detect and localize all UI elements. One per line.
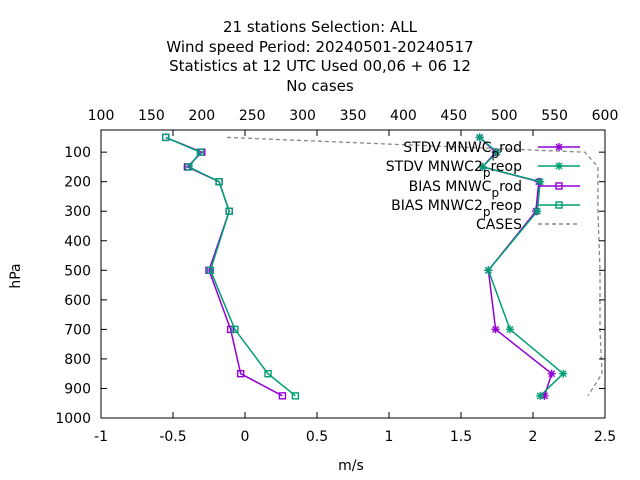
x2-tick-label: 550: [541, 108, 568, 124]
x2-tick-label: 300: [289, 108, 316, 124]
data-point: [555, 162, 563, 170]
legend-entry-3: BIAS MNWC2preop: [391, 198, 580, 219]
x2-tick-label: 150: [138, 108, 165, 124]
legend-entry-0: STDV MNWCprod: [403, 140, 580, 161]
chart-title: 21 stations Selection: ALL Wind speed Pe…: [166, 18, 473, 95]
data-point: [226, 325, 235, 334]
data-point: [484, 266, 493, 275]
data-point: [493, 148, 501, 157]
legend-label: STDV MNWCprod: [403, 140, 522, 161]
series-line: [165, 136, 283, 397]
x2-tick-label: 500: [491, 108, 518, 124]
data-point: [533, 207, 542, 216]
data-point: [555, 201, 563, 209]
x-tick-label: 1: [385, 429, 394, 445]
data-point: [536, 177, 545, 186]
axes: -1 -0.5 0 0.5 1 1.5 2 2.5 100 150 200 250 300 350 400 4…: [55, 108, 618, 445]
x-tick-label: -1: [94, 429, 108, 445]
data-point: [206, 266, 215, 275]
x-tick-label: 0.5: [306, 429, 328, 445]
plot-series: [162, 133, 603, 400]
y-tick-label: 200: [64, 175, 91, 191]
y-tick-label: 800: [64, 352, 91, 368]
y-tick-label: 100: [64, 145, 91, 161]
series-1: [475, 133, 568, 400]
series-4: [226, 136, 603, 397]
series-3: [162, 133, 300, 400]
series-line: [165, 136, 296, 397]
x2-tick-label: 200: [188, 108, 215, 124]
legend-label: CASES: [476, 217, 522, 233]
x-tick-label: 2.5: [594, 429, 616, 445]
y-tick-label: 400: [64, 234, 91, 250]
x-axis-label: m/s: [338, 458, 364, 474]
data-point: [559, 369, 568, 378]
data-point: [196, 148, 205, 156]
series-2: [162, 133, 287, 400]
data-point: [215, 177, 223, 186]
data-point: [185, 163, 193, 171]
title-line-4: No cases: [286, 77, 354, 95]
data-point: [291, 392, 300, 400]
data-point: [540, 391, 549, 400]
legend-entry-1: STDV MNWC2preop: [386, 159, 580, 180]
title-line-3: Statistics at 12 UTC Used 00,06 + 06 12: [169, 57, 471, 75]
series-line: [226, 136, 603, 397]
series-line: [479, 136, 565, 397]
x2-tick-label: 350: [340, 108, 367, 124]
legend-label: BIAS MNWC2preop: [391, 198, 522, 219]
data-point: [505, 325, 514, 334]
title-line-1: 21 stations Selection: ALL: [223, 18, 418, 36]
plot-frame: [100, 129, 606, 419]
y-tick-label: 900: [64, 381, 91, 397]
y-tick-label: 600: [64, 293, 91, 309]
data-point: [225, 207, 233, 215]
legend-label: STDV MNWC2preop: [386, 159, 522, 180]
x2-tick-label: 400: [390, 108, 417, 124]
x-tick-label: 1.5: [450, 429, 472, 445]
x2-tick-label: 450: [440, 108, 467, 124]
data-point: [162, 133, 170, 142]
legend-entry-2: BIAS MNWCprod: [409, 179, 580, 200]
y-tick-label: 1000: [55, 411, 91, 427]
data-point: [478, 162, 487, 171]
data-point: [555, 182, 563, 190]
y-tick-label: 300: [64, 204, 91, 220]
x2-tick-label: 250: [239, 108, 266, 124]
x2-tick-label: 100: [88, 108, 115, 124]
x-tick-label: 0: [241, 429, 250, 445]
legend-entry-4: CASES: [476, 217, 580, 233]
data-point: [162, 133, 170, 142]
data-point: [231, 325, 239, 334]
y-tick-label: 700: [64, 322, 91, 338]
data-point: [491, 325, 500, 334]
data-point: [236, 369, 245, 378]
x-tick-label: -0.5: [159, 429, 186, 445]
data-point: [555, 143, 563, 151]
data-point: [475, 133, 484, 142]
data-point: [264, 369, 272, 378]
data-point: [536, 391, 545, 400]
x2-tick-label: 600: [592, 108, 619, 124]
legend-label: BIAS MNWCprod: [409, 179, 522, 200]
y-axis-label: hPa: [8, 263, 24, 288]
title-line-2: Wind speed Period: 20240501-20240517: [166, 38, 473, 56]
x-tick-label: 2: [529, 429, 538, 445]
data-point: [547, 369, 556, 378]
y-tick-label: 500: [64, 263, 91, 279]
data-point: [278, 392, 287, 400]
